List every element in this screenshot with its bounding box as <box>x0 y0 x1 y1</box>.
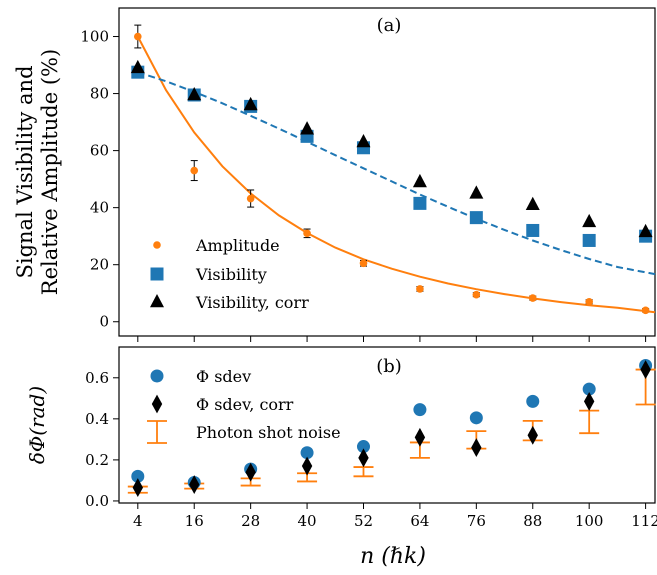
amplitude-point-7 <box>528 294 537 302</box>
phi-sdev-corr-point-8 <box>583 391 595 411</box>
amplitude-point-2 <box>246 194 255 203</box>
legend-a-marker-2 <box>150 293 164 308</box>
visibility-corr-point-1 <box>187 86 202 101</box>
panel-b-xtick-label-5: 64 <box>410 512 429 530</box>
phi-sdev-point-3 <box>300 446 314 460</box>
visibility-corr-point-7 <box>525 196 540 211</box>
legend-b-marker-1 <box>151 394 163 414</box>
panel-b-xtick-label-2: 28 <box>241 512 260 530</box>
phi-sdev-corr-point-9 <box>640 360 651 380</box>
phi-sdev-point-4 <box>356 440 370 454</box>
panel-b-xtick-label-6: 76 <box>467 512 486 530</box>
visibility-corr-point-3 <box>300 121 315 135</box>
phi-sdev-corr-point-0 <box>132 478 144 498</box>
panel-a-ytick-label-2: 40 <box>90 199 109 217</box>
phi-sdev-corr-point-1 <box>189 475 200 494</box>
phi-sdev-corr-point-3 <box>301 456 313 476</box>
amplitude-fit-line <box>136 36 656 314</box>
legend-b-label-2: Photon shot noise <box>196 423 341 442</box>
panel-b-ytick-label-3: 0.6 <box>85 369 109 387</box>
ylabel-a-line1: Signal Visibility and <box>13 65 37 278</box>
legend-b-label-0: Φ sdev <box>196 367 251 386</box>
visibility-point-6 <box>469 211 483 225</box>
visibility-corr-point-2 <box>243 96 258 111</box>
xlabel: n (ℏk) <box>360 544 426 569</box>
legend-a-marker-0 <box>153 241 161 249</box>
panel-b-ytick-label-0: 0.0 <box>85 492 109 510</box>
legend-a-label-0: Amplitude <box>195 236 280 255</box>
panel-b-ytick-label-2: 0.4 <box>85 410 109 428</box>
panel-b-label: (b) <box>376 356 402 377</box>
visibility-point-8 <box>582 233 596 247</box>
visibility-corr-point-8 <box>582 213 597 228</box>
panel-b-xtick-label-1: 16 <box>185 512 204 530</box>
panel-a: 0 20 40 60 80 100 (a) Amplitude Visibility Visibi… <box>80 7 656 342</box>
legend-a-label-1: Visibility <box>195 265 267 284</box>
phi-sdev-corr-point-7 <box>527 425 538 445</box>
ylabel-b: δΦ(rad) <box>25 386 49 464</box>
ylabel-a-line2: Relative Amplitude (%) <box>38 49 62 295</box>
panel-b-xtick-label-9: 112 <box>631 512 657 530</box>
phi-sdev-corr-point-6 <box>471 438 482 458</box>
visibility-point-5 <box>413 196 427 210</box>
phi-sdev-point-5 <box>413 403 427 417</box>
panel-b-xtick-label-4: 52 <box>354 512 373 530</box>
phi-sdev-point-8 <box>582 382 596 396</box>
amplitude-point-4 <box>359 259 368 268</box>
panel-a-label: (a) <box>377 15 402 36</box>
panel-b-xtick-label-8: 100 <box>575 512 604 530</box>
panel-b-ytick-label-1: 0.2 <box>85 451 109 469</box>
amplitude-point-0 <box>134 32 142 41</box>
visibility-corr-point-0 <box>130 59 145 74</box>
amplitude-point-5 <box>416 285 424 293</box>
panel-a-ytick-label-0: 0 <box>99 313 109 331</box>
amplitude-point-9 <box>641 306 650 315</box>
amplitude-point-3 <box>303 229 311 238</box>
phi-sdev-point-0 <box>131 469 145 483</box>
amplitude-point-8 <box>585 297 593 306</box>
visibility-corr-point-5 <box>412 173 427 188</box>
panel-a-ytick-label-5: 100 <box>80 28 109 46</box>
visibility-corr-point-9 <box>638 223 653 238</box>
phi-sdev-corr-point-4 <box>358 448 369 468</box>
legend-a-marker-1 <box>150 267 164 281</box>
legend-b-label-1: Φ sdev, corr <box>196 395 294 414</box>
phi-sdev-corr-point-2 <box>245 462 256 482</box>
phi-sdev-corr-point-5 <box>414 427 426 447</box>
amplitude-point-1 <box>190 166 199 175</box>
visibility-point-7 <box>526 223 540 237</box>
legend-a-label-2: Visibility, corr <box>195 293 309 312</box>
panel-a-ytick-label-1: 20 <box>90 256 109 274</box>
panel-a-ytick-label-4: 80 <box>90 85 109 103</box>
phi-sdev-point-6 <box>469 411 483 425</box>
legend-b-marker-0 <box>150 369 164 383</box>
panel-a-ytick-label-3: 60 <box>90 142 109 160</box>
panel-b: 0.0 0.2 0.4 0.6 4 16 28 40 52 64 76 88 100 112 (b) Φ sd… <box>85 346 657 530</box>
visibility-fit-line <box>137 71 656 276</box>
panel-a-frame <box>118 7 656 337</box>
panel-b-frame <box>118 346 656 504</box>
visibility-corr-point-6 <box>469 185 484 199</box>
panel-b-xtick-label-7: 88 <box>523 512 542 530</box>
amplitude-point-6 <box>472 290 481 299</box>
panel-b-xtick-label-0: 4 <box>133 512 143 530</box>
visibility-corr-point-4 <box>356 134 371 148</box>
panel-b-xtick-label-3: 40 <box>298 512 317 530</box>
phi-sdev-point-7 <box>526 394 540 408</box>
